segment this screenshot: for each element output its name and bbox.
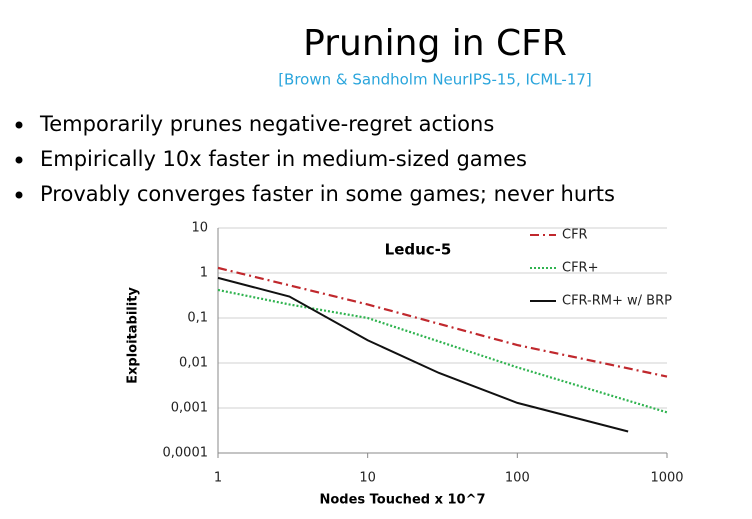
y-axis-title: Exploitability xyxy=(126,287,141,384)
bullet-dot xyxy=(15,191,23,199)
legend-label: CFR xyxy=(562,228,588,243)
y-tick-label: 10 xyxy=(191,221,208,236)
bullet-dot xyxy=(15,121,23,129)
bullet-text: Empirically 10x faster in medium-sized g… xyxy=(40,147,527,171)
x-axis-title: Nodes Touched x 10^7 xyxy=(319,493,485,508)
bullet-list: Temporarily prunes negative-regret actio… xyxy=(15,112,615,206)
y-tick-label: 0,0001 xyxy=(163,446,209,461)
x-tick-label: 1 xyxy=(214,471,222,486)
legend-label: CFR-RM+ w/ BRP xyxy=(562,294,672,309)
bullet-dot xyxy=(15,156,23,164)
citation: [Brown & Sandholm NeurIPS-15, ICML-17] xyxy=(278,71,592,89)
bullet-text: Temporarily prunes negative-regret actio… xyxy=(39,112,494,136)
y-tick-label: 1 xyxy=(200,266,208,281)
bullet-text: Provably converges faster in some games;… xyxy=(40,182,615,206)
series-line xyxy=(217,266,668,378)
x-tick-label: 1000 xyxy=(650,471,683,486)
y-tick-label: 0,1 xyxy=(187,311,208,326)
x-tick-label: 10 xyxy=(359,471,376,486)
series-line xyxy=(217,276,629,433)
y-tick-label: 0,01 xyxy=(179,356,208,371)
legend-label: CFR+ xyxy=(562,261,598,276)
y-tick-label: 0,001 xyxy=(171,401,208,416)
annotation: Leduc-5 xyxy=(385,241,452,259)
series-line xyxy=(217,288,668,414)
slide-title: Pruning in CFR xyxy=(303,23,567,64)
x-tick-label: 100 xyxy=(505,471,530,486)
chart: 0,0001 0,001 0,01 0,1 1 10 1 10 100 1000 Nodes Tou… xyxy=(126,221,684,508)
